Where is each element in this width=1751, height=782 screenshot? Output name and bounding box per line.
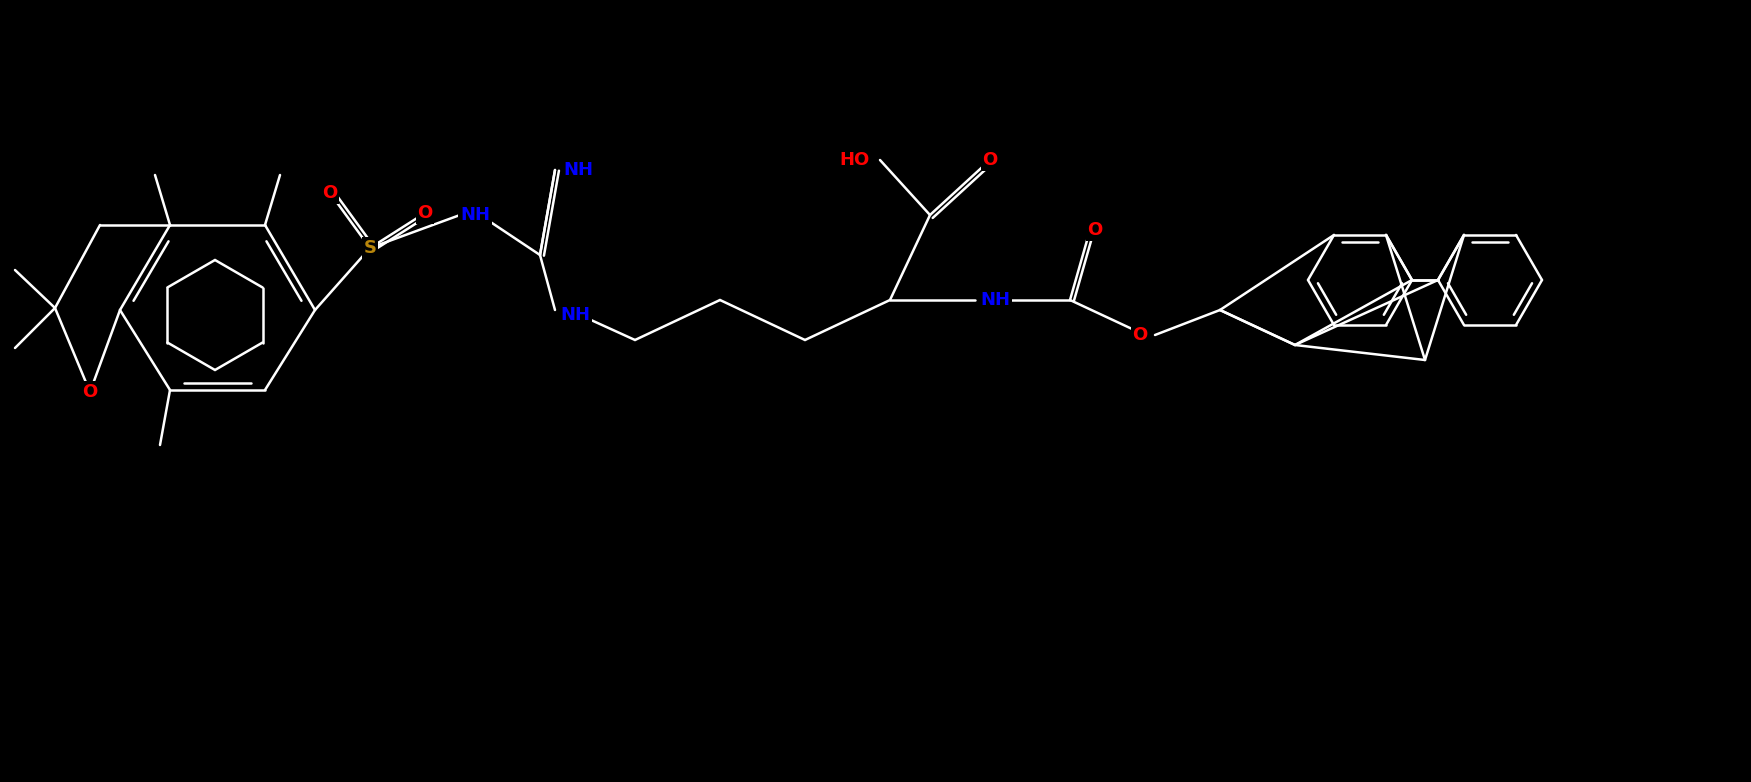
- Text: O: O: [82, 383, 98, 401]
- Text: NH: NH: [461, 206, 490, 224]
- Text: O: O: [417, 204, 432, 222]
- Text: O: O: [1087, 221, 1103, 239]
- Text: S: S: [364, 239, 376, 257]
- Text: O: O: [982, 151, 998, 169]
- Text: HO: HO: [840, 151, 870, 169]
- Text: NH: NH: [564, 161, 594, 179]
- Text: O: O: [322, 184, 338, 202]
- Text: NH: NH: [564, 161, 594, 179]
- Text: NH: NH: [981, 291, 1010, 309]
- Text: NH: NH: [560, 306, 590, 324]
- Text: O: O: [1133, 326, 1147, 344]
